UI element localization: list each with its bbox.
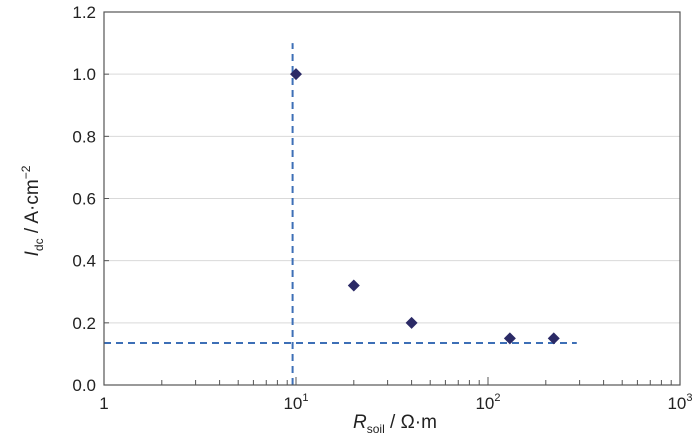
data-points (290, 68, 560, 345)
data-point (547, 332, 560, 345)
x-tick-label: 103 (667, 392, 692, 413)
tick-labels: 0.0 0.2 0.4 0.6 0.8 1.0 1.2 1 101 102 103 (72, 3, 692, 413)
axis-ticks (103, 11, 681, 386)
data-point (290, 68, 302, 81)
data-point (347, 279, 360, 292)
y-tick-label: 1.0 (72, 65, 96, 84)
x-tick-label: 102 (475, 392, 500, 413)
y-tick-label: 0.2 (72, 314, 96, 333)
y-tick-label: 0.8 (72, 127, 96, 146)
y-tick-label: 0.4 (72, 252, 96, 271)
data-point (503, 332, 516, 345)
y-tick-label: 0.0 (72, 376, 96, 395)
y-axis-label: Idc / A·cm−2 (19, 165, 46, 256)
y-tick-label: 0.6 (72, 190, 96, 209)
x-tick-label: 101 (283, 392, 308, 413)
x-tick-label: 1 (99, 394, 108, 413)
y-tick-label: 1.2 (72, 3, 96, 22)
grid-lines (104, 73, 680, 324)
x-axis-label: Rsoil / Ω·m (353, 412, 437, 436)
reference-lines (104, 43, 577, 385)
data-point (405, 316, 418, 329)
